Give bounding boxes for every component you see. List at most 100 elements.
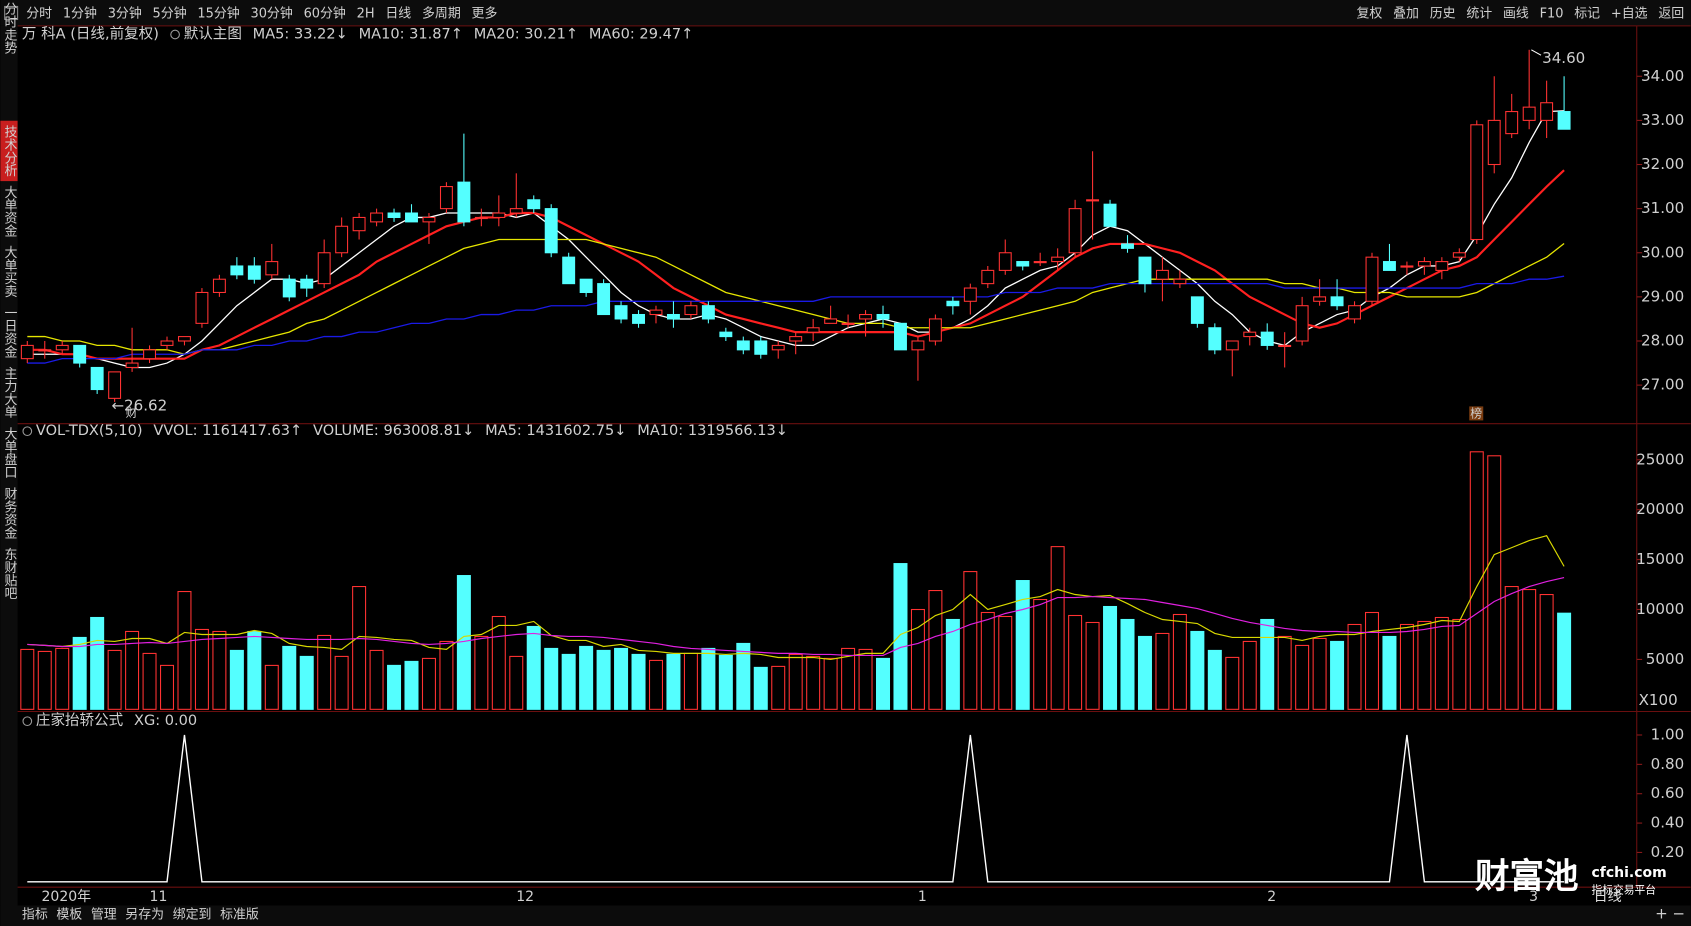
candle-body <box>1452 252 1466 258</box>
candle-body <box>771 344 785 351</box>
bottom-tab[interactable]: 绑定到 <box>173 908 212 923</box>
min-annotation: ←26.62 <box>111 397 167 415</box>
header-label: VOL-TDX(5,10) <box>36 422 143 439</box>
candle-body <box>352 216 366 232</box>
volume-bar <box>666 653 681 710</box>
period-tab[interactable]: 1分钟 <box>63 6 97 22</box>
candle-body <box>894 322 907 351</box>
volume-bar <box>387 664 402 710</box>
volume-bar <box>998 615 1013 710</box>
x-tick-label: 2020年 <box>42 889 92 905</box>
x-tick-label: 3 <box>1529 889 1538 905</box>
toolbar-icon[interactable] <box>4 5 19 20</box>
candle-body <box>649 309 663 316</box>
volume-bar <box>701 647 716 710</box>
candle-body <box>1278 344 1292 348</box>
tool-button[interactable]: 画线 <box>1503 7 1529 22</box>
axis-unit: X100 <box>1639 691 1678 709</box>
tool-button[interactable]: F10 <box>1540 7 1564 22</box>
volume-bar <box>841 647 856 710</box>
sidebar-tab[interactable]: 分时走势 <box>1 2 16 55</box>
candle-body <box>1208 327 1222 351</box>
tool-button[interactable]: 返回 <box>1658 7 1684 22</box>
candle-body <box>911 340 925 351</box>
header-icon[interactable] <box>22 716 33 727</box>
period-tab[interactable]: 60分钟 <box>304 6 346 22</box>
candle-body <box>1295 305 1309 342</box>
volume-bar <box>177 591 192 710</box>
period-tab[interactable]: 15分钟 <box>197 6 239 22</box>
candle-body <box>212 278 226 294</box>
sidebar-tab[interactable]: 财务资金 <box>1 487 16 539</box>
candle-body <box>230 265 244 276</box>
sidebar-tab[interactable]: 大单盘口 <box>1 427 16 479</box>
tool-button[interactable]: 历史 <box>1430 7 1456 22</box>
zoom-out[interactable]: − <box>1672 905 1685 923</box>
tool-button[interactable]: 标记 <box>1574 7 1600 22</box>
bottom-tab[interactable]: 指标 <box>22 908 48 923</box>
tool-button[interactable]: 叠加 <box>1393 7 1419 22</box>
period-tab[interactable]: 30分钟 <box>250 6 292 22</box>
period-tab[interactable]: 5分钟 <box>153 6 187 22</box>
candle-body <box>143 349 157 360</box>
period-tab[interactable]: 多周期 <box>422 7 461 22</box>
y-tick-label: 28.00 <box>1641 331 1684 349</box>
candle-body <box>1365 256 1379 302</box>
bottom-tab[interactable]: 管理 <box>91 908 117 923</box>
volume-bar <box>631 653 646 710</box>
candle-body <box>1121 243 1134 249</box>
volume-bar <box>1539 593 1554 710</box>
volume-bar <box>369 649 384 710</box>
period-label: 日线 <box>1594 889 1622 905</box>
volume-bar <box>1050 546 1065 710</box>
y-tick-label: 5000 <box>1646 650 1684 668</box>
header-icon[interactable] <box>22 426 33 437</box>
candle-body <box>963 287 977 302</box>
candle-body <box>405 212 418 223</box>
candle-body <box>1505 111 1519 135</box>
volume-bar <box>20 648 35 710</box>
volume-bar <box>980 611 995 710</box>
period-tab[interactable]: 分时 <box>26 7 52 22</box>
candle-body <box>474 216 488 220</box>
sidebar-tab[interactable]: 大单资金 <box>1 185 16 237</box>
sidebar-tab[interactable]: 主力大单 <box>1 367 16 419</box>
tool-button[interactable]: 复权 <box>1356 6 1382 22</box>
period-tab[interactable]: 日线 <box>385 7 411 22</box>
sidebar-tab[interactable]: 一日资金 <box>1 306 16 358</box>
candle-body <box>73 344 87 364</box>
volume-bar <box>1068 614 1083 710</box>
y-tick-label: 29.00 <box>1641 287 1684 305</box>
zoom-in[interactable]: + <box>1655 905 1668 923</box>
period-tab[interactable]: 更多 <box>472 7 498 22</box>
x-tick-label: 2 <box>1267 889 1276 905</box>
candle-body <box>1155 269 1169 280</box>
sidebar-tab[interactable]: 大单买卖 <box>1 246 16 298</box>
candle-body <box>1417 261 1431 267</box>
sidebar-tab[interactable]: 技术分析 <box>1 125 16 177</box>
candle-body <box>632 313 645 324</box>
candle-body <box>859 313 873 320</box>
candle-body <box>1557 111 1571 130</box>
y-tick-label: 0.60 <box>1651 784 1685 802</box>
volume-bar <box>1557 612 1572 710</box>
candle-body <box>1086 199 1100 202</box>
candle-body <box>422 216 436 223</box>
candle-body <box>876 313 890 320</box>
candle-body <box>1487 119 1501 166</box>
header-label: MA10: 1319566.13↓ <box>637 422 788 439</box>
y-tick-label: 32.00 <box>1641 155 1684 173</box>
candle-body <box>684 305 698 316</box>
sidebar-tab[interactable]: 东财贴吧 <box>1 548 16 600</box>
volume-bar <box>1033 598 1048 710</box>
header-label: VVOL: 1161417.63↑ <box>153 422 302 439</box>
bottom-tab[interactable]: 模板 <box>56 908 82 923</box>
tool-button[interactable]: +自选 <box>1611 7 1648 22</box>
header-icon[interactable] <box>170 29 180 40</box>
bottom-tab[interactable]: 另存为 <box>125 908 164 923</box>
period-tab[interactable]: 3分钟 <box>108 6 142 22</box>
tool-button[interactable]: 统计 <box>1466 7 1492 22</box>
period-tab[interactable]: 2H <box>357 7 375 22</box>
bottom-tab[interactable]: 标准版 <box>220 908 259 923</box>
